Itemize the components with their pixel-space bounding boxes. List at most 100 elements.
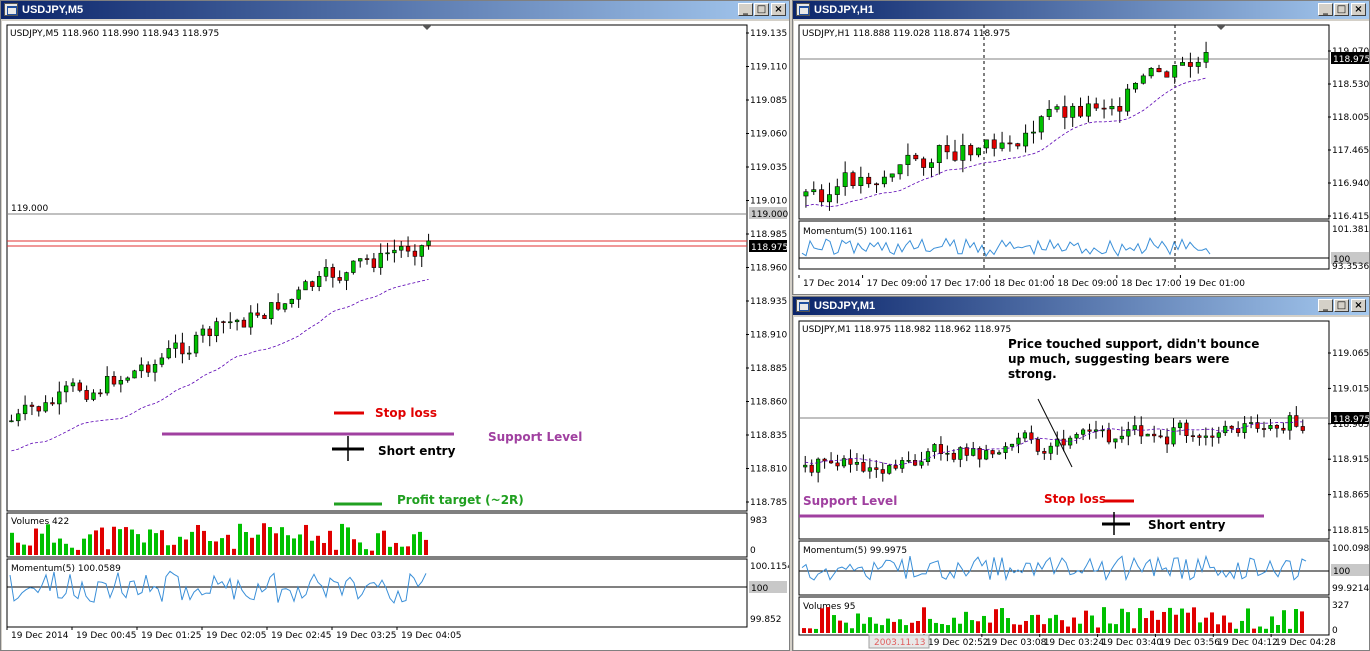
m1-candle: [861, 462, 866, 472]
h1-candle: [999, 142, 1005, 149]
restore-icon[interactable]: □: [1334, 3, 1349, 16]
h1-candle: [819, 189, 825, 203]
m5-candle: [358, 258, 363, 262]
m1-volume-bar: [1072, 617, 1076, 633]
h1-moving-average: [805, 77, 1207, 208]
restore-icon[interactable]: □: [754, 3, 769, 16]
m5-candle: [412, 250, 418, 257]
m1-candle: [1029, 432, 1034, 440]
m1-candle: [1100, 429, 1105, 432]
m1-volume-bar: [1012, 624, 1016, 633]
m5-support-level-label: Support Level: [488, 430, 582, 444]
m1-volume-bar: [856, 613, 860, 633]
m1-momentum-line: [801, 554, 1307, 582]
m1-volume-bar: [964, 611, 968, 633]
h1-chart-area[interactable]: USDJPY,H1 118.888 119.028 118.874 118.97…: [794, 21, 1369, 294]
m1-volume-bar: [1084, 610, 1088, 633]
m1-candle: [964, 447, 969, 456]
m5-candle: [241, 319, 247, 328]
h1-candle: [1133, 82, 1138, 90]
m1-candle: [835, 462, 840, 467]
h1-title-bar[interactable]: USDJPY,H1 _ □ ×: [793, 1, 1369, 19]
m5-candle: [385, 252, 390, 255]
m5-time-label: 19 Dec 00:45: [76, 631, 137, 641]
h1-candle: [983, 139, 989, 149]
m5-price-label: 119.010: [750, 197, 787, 207]
h1-momentum-label: Momentum(5) 100.1161: [803, 227, 913, 237]
m5-chart-svg: USDJPY,M5 118.960 118.990 118.943 118.97…: [6, 24, 789, 641]
close-icon[interactable]: ×: [1351, 299, 1366, 312]
m1-candle: [867, 467, 872, 472]
m1-volume-bar: [1060, 620, 1064, 633]
m5-volume-bar: [142, 542, 146, 555]
m1-chart-window[interactable]: USDJPY,M1 _ □ × USDJPY,M1 118.975 118.98…: [792, 296, 1370, 651]
m1-volume-bar: [1048, 618, 1052, 633]
m5-price-panel: [6, 24, 748, 512]
m5-candle: [29, 404, 35, 407]
h1-candle: [827, 194, 832, 203]
minimize-icon[interactable]: _: [1318, 3, 1333, 16]
m1-price-panel: [798, 320, 1330, 540]
m5-title-bar[interactable]: USDJPY,M5 _ □ ×: [1, 1, 789, 19]
h1-candle: [1180, 62, 1185, 66]
m1-chart-area[interactable]: USDJPY,M1 118.975 118.982 118.962 118.97…: [794, 317, 1369, 650]
m5-candle: [399, 246, 404, 251]
minimize-icon[interactable]: _: [1318, 299, 1333, 312]
m1-candle: [1035, 439, 1040, 452]
m1-volume-bar: [1198, 622, 1202, 633]
m5-chart-window[interactable]: USDJPY,M5 _ □ × USDJPY,M5 118.960 118.99…: [0, 0, 790, 651]
m5-hline-tag-bg: [749, 207, 787, 219]
m5-candle: [111, 376, 117, 385]
m1-volume-scale-top: 327: [1332, 601, 1349, 611]
m5-volume-bar: [190, 531, 194, 555]
m5-candle: [330, 267, 336, 278]
h1-momentum-panel: [798, 220, 1330, 270]
m1-candle: [938, 444, 943, 454]
close-icon[interactable]: ×: [1351, 3, 1366, 16]
m1-candle: [977, 448, 982, 460]
m5-volume-bar: [196, 524, 200, 555]
m1-candle: [919, 461, 924, 466]
m1-price-label: 119.065: [1332, 349, 1369, 359]
close-icon[interactable]: ×: [771, 3, 786, 16]
m5-candle: [173, 342, 178, 349]
m5-volume-bar: [88, 534, 92, 555]
m1-volume-bar: [904, 625, 908, 633]
m1-candle: [1126, 429, 1131, 437]
m1-candle: [1009, 443, 1015, 447]
h1-chart-window[interactable]: USDJPY,H1 _ □ × USDJPY,H1 118.888 119.02…: [792, 0, 1370, 295]
h1-candle: [976, 147, 981, 156]
m5-volume-bar: [232, 548, 236, 555]
m5-volume-bar: [244, 532, 248, 555]
h1-time-label: 17 Dec 17:00: [930, 279, 991, 289]
m1-volume-bar: [1102, 607, 1106, 633]
m5-volume-bar: [352, 539, 356, 555]
m5-volume-bar: [256, 534, 260, 555]
m1-title-bar[interactable]: USDJPY,M1 _ □ ×: [793, 297, 1369, 315]
m1-candle: [1132, 425, 1137, 430]
m1-volume-bar: [928, 618, 932, 633]
m1-volume-bar: [1294, 608, 1298, 633]
m5-candle: [323, 267, 329, 277]
m5-chart-area[interactable]: USDJPY,M5 118.960 118.990 118.943 118.97…: [2, 21, 789, 650]
m5-price-label: 119.085: [750, 96, 787, 106]
m1-candle: [1113, 438, 1118, 443]
m1-candle: [1190, 435, 1195, 437]
m5-profit-target-label: Profit target (~2R): [397, 493, 524, 507]
m5-volume-bar: [346, 527, 350, 555]
m1-price-label: 118.815: [1332, 526, 1369, 536]
h1-candle: [1015, 143, 1021, 147]
minimize-icon[interactable]: _: [738, 3, 753, 16]
m5-candle: [255, 312, 260, 316]
m1-volume-bar: [1270, 616, 1274, 633]
h1-candle: [1093, 103, 1099, 109]
restore-icon[interactable]: □: [1334, 299, 1349, 312]
m1-volume-bar: [1000, 608, 1004, 633]
m5-volumes-label: Volumes 422: [11, 517, 69, 527]
m5-volume-bar: [64, 543, 68, 555]
m1-candle: [1119, 435, 1124, 440]
m5-time-label: 19 Dec 02:05: [206, 631, 267, 641]
m1-annotation-text: strong.: [1008, 367, 1057, 381]
m1-candle: [1022, 432, 1027, 439]
m5-price-label: 119.035: [750, 163, 787, 173]
